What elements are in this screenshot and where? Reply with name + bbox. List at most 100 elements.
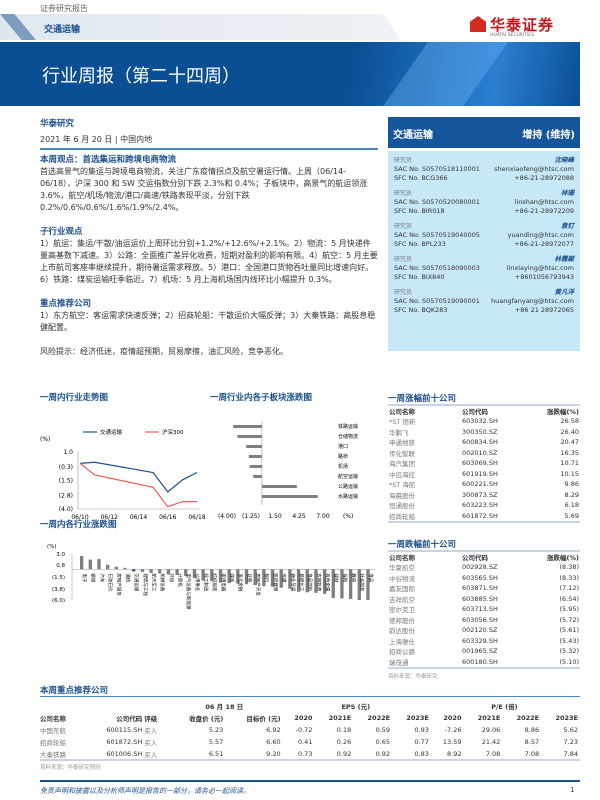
table-cell: 瑞茂通 — [388, 656, 461, 669]
table-cell: 5.57 — [208, 738, 224, 746]
table-cell: 9.86 — [564, 480, 579, 489]
legend-label: 交通运输 — [100, 428, 123, 436]
table-cell: 大秦铁路 — [40, 750, 66, 759]
analyst-email[interactable]: linshan@htsc.com — [514, 198, 574, 206]
category-label: 食品 — [367, 573, 374, 582]
analyst-row: SAC No. S0570518110001 shenxiaofeng@htsc.… — [394, 165, 574, 174]
column-header: 2021E — [477, 714, 501, 722]
table-cell: (6.54) — [559, 594, 579, 603]
table-cell: 21.42 — [481, 738, 501, 746]
table-cell: 29.06 — [481, 726, 501, 734]
table-cell: 10.15 — [560, 469, 579, 478]
table-row: 德邦股份 603056.SH (5.72) — [388, 615, 580, 626]
category-label: 钢铁 — [90, 573, 97, 582]
divider — [40, 696, 580, 697]
bar — [88, 559, 92, 570]
table-row: 华夏航空 002928.SZ (8.38) — [388, 562, 580, 573]
bar — [237, 435, 262, 438]
table-cell: 0.92 — [336, 749, 352, 758]
column-header: 公司名称 — [388, 404, 461, 416]
analyst-name: 林霞颖 — [554, 255, 575, 263]
x-tick-label: 06/14 — [130, 514, 147, 520]
table-cell: (5.61) — [559, 626, 579, 635]
analyst-box: 研究员 沈晓峰 SAC No. S0570518110001 shenxiaofeng… — [388, 151, 580, 351]
analyst-email[interactable]: linxiaying@htsc.com — [506, 264, 574, 272]
category-label: 路桥 — [338, 453, 348, 460]
analyst-phone: +86-21-28972088 — [514, 174, 574, 182]
table-cell: 传化智联 — [389, 449, 415, 458]
rating-box: 交通运输 增持 (维持) — [388, 117, 580, 148]
bar — [149, 569, 153, 573]
sfc-number: SFC No. BPL233 — [394, 240, 446, 248]
logo-mark-icon — [470, 16, 486, 32]
bar — [270, 569, 275, 587]
table-row: 大秦铁路 601006.SH 买入 6.51 9.20 0.73 0.92 0.92 0.83 8… — [40, 748, 580, 760]
category-label: 汽车 — [98, 573, 105, 582]
table-cell: 9.20 — [266, 749, 281, 758]
losers-table: 公司名称 公司代码 涨跌幅(%) 华夏航空 002928.SZ (8.38) 中谷物流 603… — [388, 550, 580, 669]
losers-section: 一周跌幅前十公司 公司名称 公司代码 涨跌幅(%) 华夏航空 002928.SZ (8.3… — [388, 538, 580, 680]
table-cell: 300350.SZ — [461, 427, 498, 436]
column-header: 目标价 (元) — [246, 715, 281, 723]
table-cell: 13.59 — [442, 738, 462, 746]
category-label: 房地产开发 — [255, 573, 262, 596]
y-tick-label: (2.8) — [59, 492, 73, 499]
report-date: 2021 年 6 月 20 日 | 中国内地 — [40, 135, 153, 144]
category-label: 公用事业 — [194, 573, 201, 591]
category-label: 多元金融 — [237, 573, 244, 591]
table-cell: 002928.SZ — [461, 563, 498, 572]
table-cell: 招商公路 — [389, 648, 415, 657]
section-body: 1）航运：集运/干散/油运运价上周环比分别+1.2%/+12.6%/+2.1%。… — [40, 239, 378, 284]
y-axis-label: (%) — [47, 544, 57, 550]
table-cell: 600180.SH — [460, 656, 524, 669]
y-tick-label: (1.5) — [59, 478, 73, 485]
analyst-email[interactable]: shenxiaofeng@htsc.com — [494, 165, 574, 173]
analyst-email[interactable]: yuanding@htsc.com — [507, 231, 574, 239]
analyst-phone: +86 21 28972065 — [514, 306, 574, 314]
section-heading: 本周观点：首选集运和跨境电商物流 — [40, 155, 177, 165]
line-chart: (%) 1.0 (0.3) (1.5) (2.8) (4.0)06/10 06/12 06/1… — [40, 428, 205, 520]
bar — [184, 569, 188, 576]
table-row: 申通地铁 600834.SH 20.47 — [388, 437, 580, 448]
table-row: 嘉友国际 603871.SH (7.12) — [388, 583, 580, 594]
category-label: 通信 — [124, 573, 131, 582]
table-cell: 吉祥航空 — [389, 595, 415, 604]
bar — [261, 495, 318, 498]
x-tick-label: 7.00 — [316, 513, 330, 520]
bar — [261, 485, 297, 488]
source-note: 资料来源：华泰研究 — [388, 673, 438, 680]
chart-title: 一周内各行业涨跌图 — [40, 520, 117, 530]
analyst-email[interactable]: huangfanyang@htsc.com — [490, 297, 574, 305]
analyst-name: 沈晓峰 — [554, 156, 575, 164]
section-heading: 重点推荐公司 — [40, 299, 92, 309]
chart-title: 一周行业内各子板块涨跌图 — [210, 393, 313, 403]
analyst-name: 袁钉 — [561, 222, 574, 230]
table-cell: 6.51 — [208, 749, 224, 758]
bar — [166, 569, 171, 575]
category-label: 基础化工 — [298, 573, 305, 591]
table-cell: 600221.SH — [461, 480, 498, 489]
section-body: 首选高景气的集运与跨境电商物流，关注广东疫情拐点及航空暑运行情。上周（06/14… — [40, 167, 368, 212]
table-header: 公司名称 公司代码 涨跌幅(%) — [388, 404, 580, 416]
bar — [314, 569, 318, 593]
analyst-row: SFC No. BIX840 +8601056793943 — [394, 273, 574, 282]
table-cell: 603223.SH — [461, 501, 498, 510]
table-cell: 0.26 — [336, 738, 352, 746]
bar — [97, 559, 101, 570]
analyst-entry: 研究员 袁钉 SAC No. S0570519040005 yuanding@htsc… — [394, 222, 574, 249]
table-cell: 密尔克卫 — [389, 606, 415, 615]
table-cell: 600115.SH — [106, 726, 143, 734]
category-label: 水路运输 — [338, 493, 358, 500]
analyst-phone: +86-21-28972077 — [514, 240, 574, 248]
x-tick-label: 1.50 — [268, 513, 282, 520]
bar — [331, 569, 335, 598]
table-row: 招商轮船 601872.SH 买入 5.57 6.60 0.41 0.26 0.65 0.77 1… — [40, 736, 580, 748]
sac-number: SAC No. S0570518090003 — [394, 264, 480, 272]
gainers-section: 一周涨幅前十公司 公司名称 公司代码 涨跌幅(%) *ST 德新 603032.SH 26… — [388, 392, 580, 523]
table-cell: 0.93 — [414, 726, 429, 734]
table-cell: (5.95) — [559, 605, 579, 614]
table-cell: 002120.SZ — [461, 626, 498, 635]
table-cell: 0.41 — [297, 738, 313, 746]
bar — [248, 455, 262, 458]
category-label: 石油石化 — [107, 573, 114, 591]
